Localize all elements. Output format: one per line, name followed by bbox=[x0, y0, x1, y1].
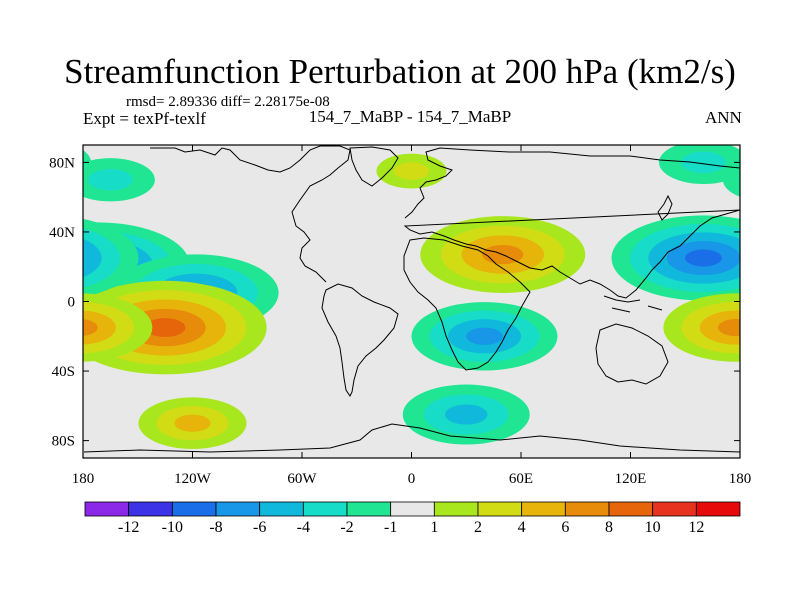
contour-feature-wrap bbox=[28, 218, 139, 298]
contour-band bbox=[394, 162, 429, 180]
contour-feature bbox=[376, 153, 447, 189]
colorbar-swatch bbox=[259, 501, 304, 517]
colorbar-label: 2 bbox=[474, 519, 482, 536]
contour-band bbox=[83, 255, 84, 261]
coastline-greenland bbox=[349, 146, 399, 187]
colorbar-swatch bbox=[521, 501, 566, 517]
contour-band bbox=[88, 168, 133, 191]
colorbar-swatch bbox=[84, 501, 130, 517]
x-tick-label: 60E bbox=[509, 471, 533, 487]
season-label: ANN bbox=[705, 108, 742, 127]
colorbar-label: -8 bbox=[209, 519, 222, 536]
colorbar-swatch bbox=[652, 501, 697, 517]
coastline-africa bbox=[403, 237, 531, 371]
coastline-eurasia bbox=[403, 147, 740, 299]
contour-feature bbox=[659, 145, 740, 184]
coastline-antarctica bbox=[83, 423, 740, 453]
contour-band bbox=[782, 309, 800, 346]
colorbar-swatch bbox=[390, 501, 435, 517]
coastline-australia bbox=[595, 323, 669, 385]
contour-band bbox=[144, 318, 186, 337]
colorbar-swatch bbox=[302, 501, 348, 517]
colorbar-swatch bbox=[215, 501, 261, 517]
contour-band bbox=[83, 301, 135, 354]
colorbar-swatch bbox=[433, 501, 479, 517]
y-tick-label: 80N bbox=[49, 155, 75, 171]
contour-band bbox=[745, 169, 790, 191]
x-tick-label: 120W bbox=[174, 471, 212, 487]
colorbar-swatch bbox=[477, 501, 523, 517]
contour-band bbox=[445, 404, 488, 425]
colorbar-swatch bbox=[128, 501, 173, 517]
contour-band bbox=[741, 290, 800, 365]
contour-feature bbox=[663, 293, 740, 362]
case-label: 154_7_MaBP - 154_7_MaBP bbox=[308, 107, 512, 126]
colorbar-swatch bbox=[171, 501, 217, 517]
colorbar-swatch bbox=[564, 501, 610, 517]
contour-band bbox=[718, 318, 740, 337]
colorbar-label: 10 bbox=[645, 519, 661, 536]
colorbar-label: 4 bbox=[518, 519, 526, 536]
coastline-japan bbox=[657, 194, 673, 221]
y-tick-label: 40N bbox=[49, 225, 75, 241]
colorbar-label: 1 bbox=[430, 519, 438, 536]
coastline-south-america bbox=[321, 283, 399, 397]
colorbar-label: 12 bbox=[688, 519, 704, 536]
contour-band bbox=[681, 151, 726, 174]
colorbar-label: -12 bbox=[118, 519, 139, 536]
contour-band bbox=[466, 327, 503, 345]
contour-band bbox=[761, 299, 800, 355]
x-tick-label: 180 bbox=[72, 471, 95, 487]
colorbar-label: -6 bbox=[253, 519, 266, 536]
experiment-label: Expt = texPf-texlf bbox=[83, 109, 206, 128]
colorbar-label: 8 bbox=[605, 519, 613, 536]
x-tick-label: 60W bbox=[287, 471, 317, 487]
coastline-maritime bbox=[603, 295, 663, 313]
contour-band bbox=[83, 310, 116, 345]
contour-band bbox=[28, 250, 65, 267]
colorbar: -12 -10 -8 -6 -4 -2 -1 1 2 4 6 8 10 12 bbox=[84, 501, 741, 536]
y-tick-label: 40S bbox=[52, 364, 75, 380]
x-tick-label: 180 bbox=[729, 471, 752, 487]
axes: 180 120W 60W 0 60E 120E 180 80N 40N 0 40S 80S bbox=[49, 145, 751, 487]
contour-feature-wrap bbox=[83, 150, 91, 175]
contour-feature bbox=[611, 215, 740, 301]
contour-field bbox=[28, 145, 800, 450]
contour-feature bbox=[83, 158, 155, 202]
x-tick-label: 120E bbox=[615, 471, 647, 487]
stats-label: rmsd= 2.89336 diff= 2.28175e-08 bbox=[126, 94, 330, 110]
contour-band bbox=[736, 259, 740, 271]
chart-title: Streamfunction Perturbation at 200 hPa (… bbox=[64, 52, 736, 91]
contour-band bbox=[83, 150, 91, 175]
colorbar-swatch bbox=[695, 501, 741, 517]
y-tick-label: 80S bbox=[52, 434, 75, 450]
colorbar-label: 6 bbox=[561, 519, 569, 536]
y-tick-label: 0 bbox=[68, 295, 76, 311]
contour-band bbox=[83, 319, 98, 337]
colorbar-swatch bbox=[608, 501, 654, 517]
contour-feature bbox=[402, 384, 530, 445]
colorbar-label: -1 bbox=[384, 519, 397, 536]
colorbar-label: -4 bbox=[297, 519, 310, 536]
x-tick-label: 0 bbox=[408, 471, 416, 487]
contour-feature-wrap bbox=[83, 293, 153, 362]
contour-feature bbox=[138, 397, 247, 450]
contour-band bbox=[685, 249, 722, 267]
coastlines bbox=[83, 145, 740, 453]
contour-band bbox=[174, 414, 211, 432]
colorbar-label: -2 bbox=[340, 519, 353, 536]
contour-feature bbox=[411, 302, 558, 371]
colorbar-label: -10 bbox=[162, 519, 183, 536]
contour-band bbox=[83, 238, 102, 278]
colorbar-swatch bbox=[346, 501, 392, 517]
